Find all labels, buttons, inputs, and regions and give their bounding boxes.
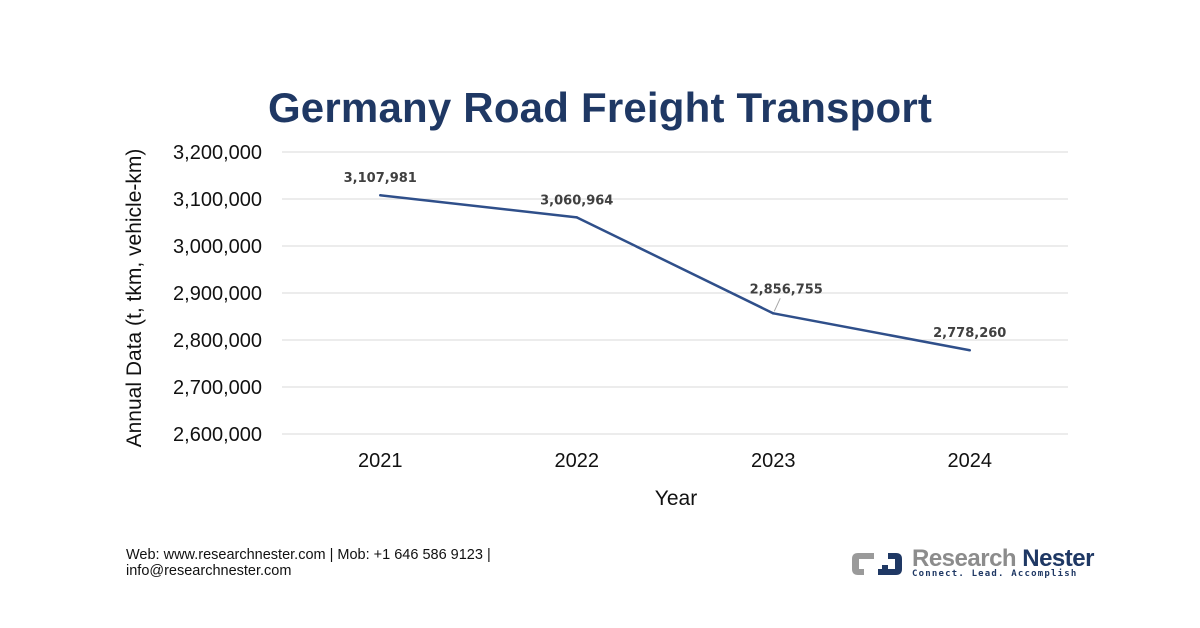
gridlines [282, 151, 1068, 435]
logo-tagline: Connect. Lead. Accomplish [912, 569, 1078, 579]
data-point [968, 348, 971, 352]
footer-contact: Web: www.researchnester.com | Mob: +1 64… [126, 547, 491, 579]
x-tick-label: 2024 [948, 450, 993, 472]
data-point [379, 193, 382, 197]
y-axis-ticks: 3,200,000 3,100,000 3,000,000 2,900,000 2,80… [173, 142, 262, 446]
y-tick-label: 2,800,000 [173, 330, 262, 352]
x-tick-label: 2023 [751, 450, 796, 472]
chart-title: Germany Road Freight Transport [267, 84, 933, 131]
chain-link-icon [852, 553, 902, 575]
y-tick-label: 3,000,000 [173, 236, 262, 258]
y-tick-label: 2,900,000 [173, 283, 262, 305]
series-line [380, 194, 970, 352]
data-label: 3,107,981 [344, 171, 417, 186]
research-nester-logo: Research Nester Connect. Lead. Accomplis… [848, 545, 1094, 581]
footer-line-email: info@researchnester.com [126, 563, 292, 579]
data-label: 2,856,755 [750, 282, 823, 297]
x-tick-label: 2022 [555, 450, 600, 472]
x-axis-ticks: 2021 2022 2023 2024 [358, 450, 992, 472]
y-tick-label: 3,200,000 [173, 142, 262, 164]
series-layer [379, 193, 971, 352]
logo-word-research: Research [912, 545, 1017, 572]
x-axis-title: Year [655, 487, 697, 510]
data-labels: 3,107,981 3,060,964 2,856,755 2,778,260 [344, 171, 1007, 341]
x-tick-label: 2021 [358, 450, 403, 472]
logo-word-nester: Nester [1022, 545, 1094, 572]
footer-line-web-mobile: Web: www.researchnester.com | Mob: +1 64… [126, 547, 491, 563]
y-tick-label: 2,700,000 [173, 377, 262, 399]
y-tick-label: 3,100,000 [173, 189, 262, 211]
data-label-leader-line [773, 298, 781, 312]
data-label: 2,778,260 [933, 326, 1006, 341]
data-point [575, 216, 578, 219]
y-axis-title: Annual Data (t, tkm, vehicle-km) [123, 149, 146, 448]
y-tick-label: 2,600,000 [173, 424, 262, 446]
data-label: 3,060,964 [540, 193, 613, 208]
data-point [772, 312, 775, 315]
logo-wordmark: Research Nester [912, 545, 1094, 573]
